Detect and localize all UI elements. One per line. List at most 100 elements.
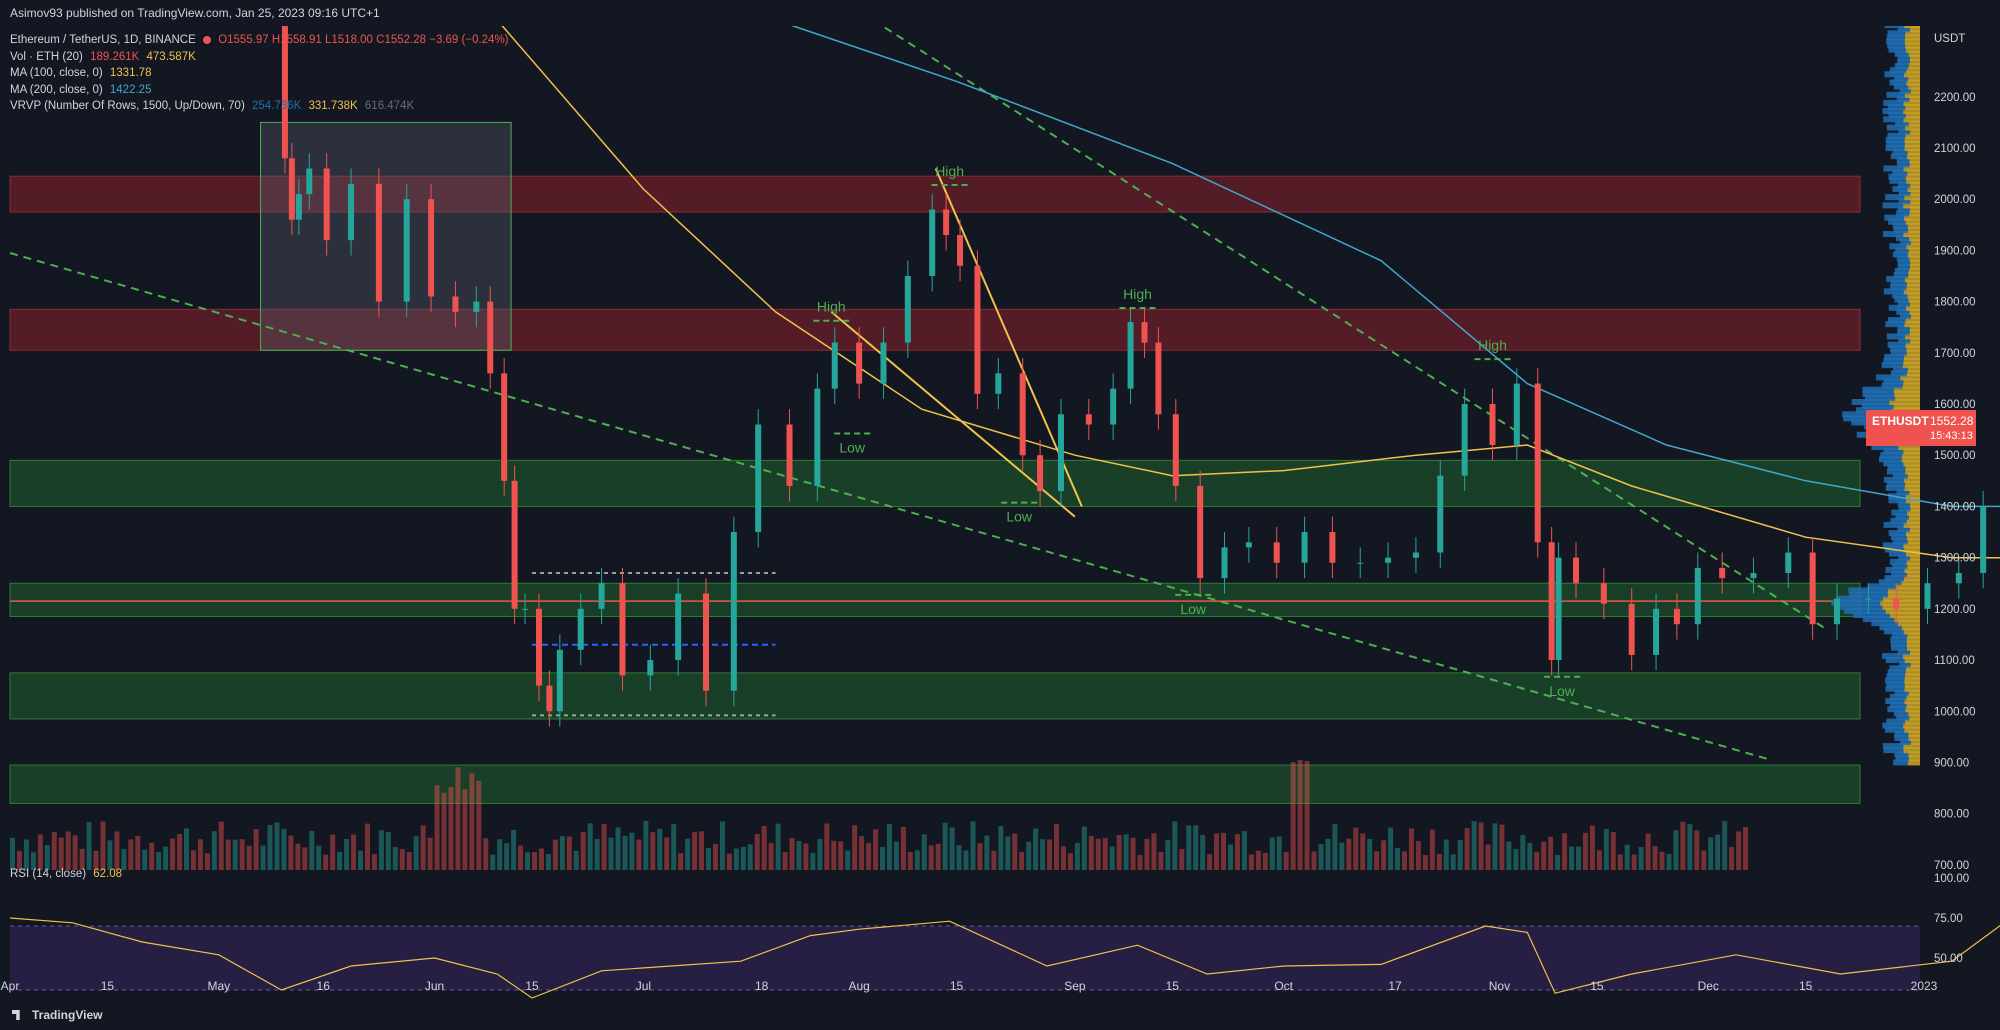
rsi-value: 62.08 bbox=[93, 868, 123, 880]
vrvp-down-bar bbox=[1906, 243, 1920, 250]
vrvp-down-bar bbox=[1909, 210, 1920, 217]
vrvp-down-bar bbox=[1910, 505, 1920, 512]
x-tick-label: 16 bbox=[317, 979, 331, 993]
ma100-row[interactable]: MA (100, close, 0) 1331.78 bbox=[10, 65, 509, 82]
vrvp-down-bar bbox=[1904, 91, 1920, 98]
vrvp-down-bar bbox=[1909, 525, 1920, 532]
volume-bar bbox=[1429, 829, 1435, 870]
vrvp-up-bar bbox=[1852, 612, 1890, 618]
x-tick-label: Sep bbox=[1064, 979, 1086, 993]
x-tick-label: 15 bbox=[101, 979, 115, 993]
volume-bar bbox=[1047, 839, 1053, 870]
volume-bar bbox=[1241, 831, 1247, 870]
vrvp-up-bar bbox=[1894, 730, 1909, 737]
volume-bar bbox=[274, 822, 280, 870]
vrvp-up-bar bbox=[1890, 534, 1907, 541]
vrvp-row[interactable]: VRVP (Number Of Rows, 1500, Up/Down, 70)… bbox=[10, 98, 509, 115]
volume-bar bbox=[921, 834, 927, 870]
volume-bar bbox=[239, 839, 245, 870]
volume-bar bbox=[1450, 854, 1456, 870]
volume-bar bbox=[469, 773, 475, 870]
tradingview-logo[interactable]: TradingView bbox=[12, 1008, 102, 1022]
level-label-low-5: Low bbox=[1180, 601, 1207, 617]
volume-bar bbox=[1262, 853, 1268, 870]
volume-bar bbox=[1228, 844, 1233, 870]
volume-bar bbox=[1729, 846, 1735, 870]
vrvp-down-bar bbox=[1907, 292, 1920, 299]
volume-bar bbox=[1603, 828, 1609, 870]
volume-bar bbox=[1019, 851, 1025, 870]
vrvp-value-2: 331.738K bbox=[308, 100, 358, 113]
symbol-row[interactable]: Ethereum / TetherUS, 1D, BINANCE O1555.9… bbox=[10, 32, 509, 49]
vrvp-down-bar bbox=[1903, 628, 1920, 635]
vrvp-up-bar bbox=[1894, 734, 1909, 741]
candle-body bbox=[1750, 573, 1757, 579]
candle-body bbox=[473, 301, 480, 312]
vrvp-down-bar bbox=[1904, 677, 1920, 684]
vrvp-down-bar bbox=[1906, 67, 1920, 74]
volume-bar bbox=[1548, 836, 1554, 870]
vrvp-down-bar bbox=[1905, 669, 1920, 676]
vrvp-up-bar bbox=[1884, 71, 1905, 78]
rsi-legend[interactable]: RSI (14, close) 62.08 bbox=[10, 868, 122, 880]
volume-bar bbox=[1624, 844, 1630, 870]
vrvp-down-bar bbox=[1894, 390, 1920, 397]
vrvp-down-bar bbox=[1908, 267, 1920, 274]
candle-body bbox=[1924, 583, 1931, 609]
volume-bar bbox=[664, 837, 670, 870]
vrvp-down-bar bbox=[1906, 693, 1920, 700]
vrvp-up-bar bbox=[1889, 177, 1907, 184]
volume-bar bbox=[1527, 842, 1533, 870]
vrvp-down-bar bbox=[1903, 165, 1920, 172]
volume-bar bbox=[1074, 842, 1080, 870]
vrvp-up-bar bbox=[1896, 161, 1910, 168]
ma200-row[interactable]: MA (200, close, 0) 1422.25 bbox=[10, 82, 509, 99]
rsi-tick-label: 50.00 bbox=[1934, 953, 1963, 965]
vrvp-up-bar bbox=[1896, 714, 1910, 721]
vrvp-up-bar bbox=[1889, 558, 1907, 565]
vrvp-down-bar bbox=[1904, 276, 1920, 283]
vrvp-up-bar bbox=[1895, 513, 1909, 520]
vrvp-down-bar bbox=[1910, 181, 1920, 188]
volume-bar bbox=[100, 821, 106, 870]
vrvp-down-bar bbox=[1904, 321, 1920, 328]
vrvp-up-bar bbox=[1896, 255, 1910, 262]
volume-bar bbox=[775, 823, 781, 870]
vrvp-up-bar bbox=[1892, 251, 1908, 258]
vrvp-up-bar bbox=[1882, 652, 1903, 659]
y-axis-unit: USDT bbox=[1934, 33, 1965, 45]
vrvp-up-bar bbox=[1885, 657, 1905, 664]
volume-bar bbox=[177, 833, 183, 870]
vrvp-up-bar bbox=[1892, 562, 1908, 569]
candle-body bbox=[1489, 404, 1496, 445]
vrvp-up-bar bbox=[1888, 497, 1906, 504]
x-tick-label: Apr bbox=[1, 979, 20, 993]
volume-bar bbox=[900, 826, 906, 870]
vrvp-down-bar bbox=[1903, 358, 1920, 365]
vrvp-down-bar bbox=[1909, 54, 1920, 61]
volume-bar bbox=[685, 838, 691, 870]
vrvp-down-bar bbox=[1894, 616, 1920, 623]
volume-bar bbox=[998, 826, 1004, 870]
volume-bar bbox=[1743, 827, 1749, 870]
volume-bar bbox=[754, 834, 760, 870]
vrvp-down-bar bbox=[1908, 734, 1920, 741]
candle-body bbox=[647, 660, 654, 676]
vrvp-down-bar bbox=[1903, 214, 1920, 221]
volume-bar bbox=[1596, 850, 1602, 870]
candle-body bbox=[675, 593, 682, 661]
vrvp-down-bar bbox=[1905, 464, 1920, 471]
vrvp-down-bar bbox=[1909, 26, 1920, 33]
volume-bar bbox=[1054, 823, 1059, 870]
volume-bar bbox=[1471, 821, 1477, 870]
candle-body bbox=[880, 342, 887, 384]
volume-bar bbox=[893, 841, 899, 870]
vrvp-up-bar bbox=[1894, 689, 1909, 696]
vrvp-up-bar bbox=[1894, 50, 1909, 57]
candle-body bbox=[1555, 557, 1562, 661]
vol-row[interactable]: Vol · ETH (20) 189.261K 473.587K bbox=[10, 49, 509, 66]
volume-bar bbox=[963, 850, 969, 870]
y-tick-label: 900.00 bbox=[1934, 757, 1969, 769]
vrvp-down-bar bbox=[1909, 95, 1920, 102]
